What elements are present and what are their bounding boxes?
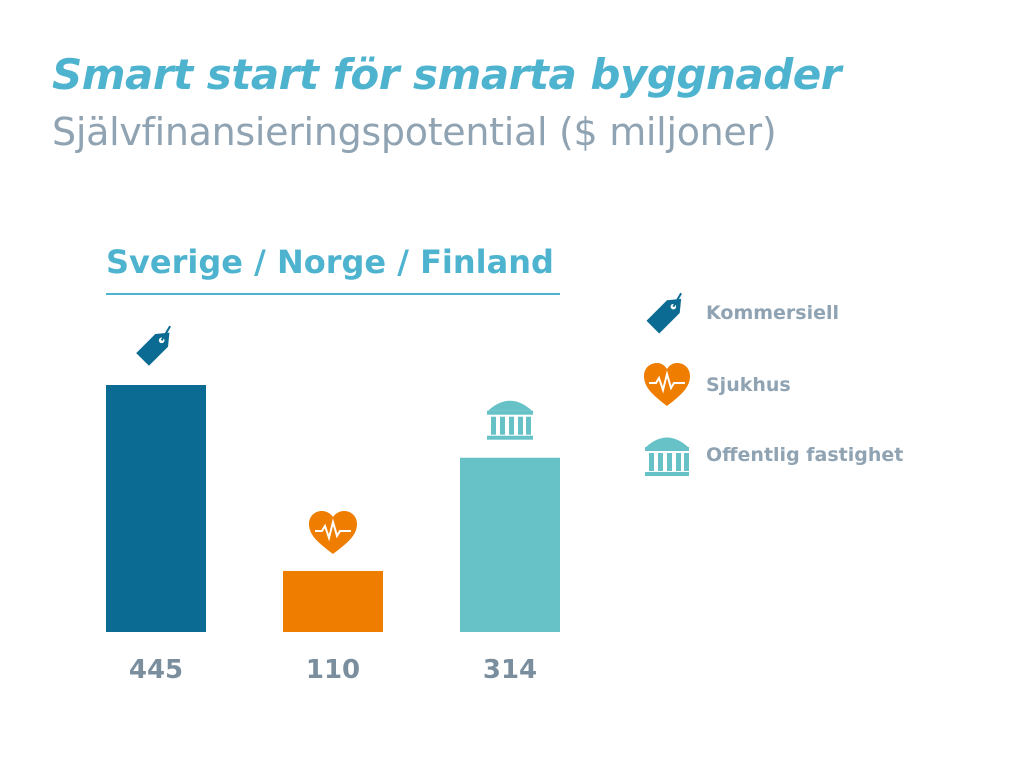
bar-value-label: 110 bbox=[306, 655, 360, 685]
heart-pulse-icon bbox=[644, 363, 690, 406]
tag-icon bbox=[136, 325, 171, 366]
building-columns-icon bbox=[645, 437, 689, 476]
legend-label: Kommersiell bbox=[706, 302, 840, 324]
building-columns-icon bbox=[487, 400, 533, 440]
chart-title: Sverige / Norge / Finland bbox=[106, 243, 554, 281]
bar-kommersiell bbox=[106, 385, 206, 632]
legend-item-offentlig-fastighet: Offentlig fastighet bbox=[642, 430, 903, 480]
heart-pulse-icon bbox=[309, 510, 357, 554]
bar-sjukhus bbox=[283, 570, 383, 632]
legend-label: Offentlig fastighet bbox=[706, 444, 904, 466]
chart-title-rule bbox=[106, 293, 560, 295]
bar-value-label: 314 bbox=[483, 655, 537, 685]
page-subtitle: Självfinansieringspotential ($ miljoner) bbox=[52, 110, 777, 154]
legend-label: Sjukhus bbox=[706, 374, 791, 396]
legend-item-sjukhus: Sjukhus bbox=[642, 360, 791, 410]
page-title: Smart start för smarta byggnader bbox=[52, 50, 842, 99]
legend-item-kommersiell: Kommersiell bbox=[642, 288, 839, 338]
bar-offentlig-fastighet bbox=[460, 457, 560, 632]
tag-icon bbox=[646, 292, 683, 334]
bar-value-label: 445 bbox=[129, 655, 183, 685]
